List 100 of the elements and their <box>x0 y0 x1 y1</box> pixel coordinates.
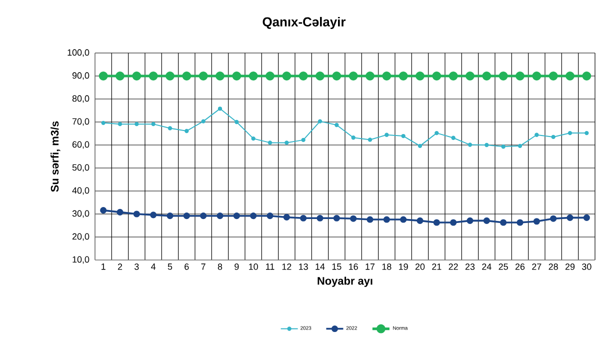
x-tick-label: 5 <box>168 264 172 270</box>
x-tick-label: 2 <box>118 264 122 270</box>
point <box>482 72 492 80</box>
y-tick-label: 80,0 <box>72 95 90 103</box>
point <box>432 72 442 80</box>
x-tick-label: 4 <box>151 264 156 270</box>
point <box>183 212 190 220</box>
point <box>118 122 122 126</box>
point <box>366 216 374 223</box>
y-tick-label: 40,0 <box>72 187 90 195</box>
point <box>568 130 572 136</box>
x-tick-label: 22 <box>448 264 458 270</box>
point <box>534 132 539 137</box>
point <box>232 72 242 80</box>
point <box>516 72 524 80</box>
point <box>548 72 558 80</box>
y-tick-label: 50,0 <box>72 164 90 172</box>
x-tick-label: 25 <box>498 264 508 270</box>
x-tick-label: 12 <box>282 264 292 270</box>
point <box>116 208 124 216</box>
point <box>451 136 456 140</box>
x-tick-label: 13 <box>299 264 308 270</box>
point <box>216 72 224 80</box>
point <box>416 72 424 80</box>
x-axis-title: Noyabr ayı <box>318 276 372 287</box>
point <box>334 122 339 128</box>
point <box>318 119 322 124</box>
point <box>533 218 540 225</box>
x-tick-label: 26 <box>515 264 525 270</box>
x-tick-label: 23 <box>465 264 475 270</box>
point <box>250 212 257 220</box>
point <box>383 216 390 223</box>
y-tick-label: 10,0 <box>72 256 90 264</box>
point <box>448 72 458 80</box>
point <box>148 72 158 80</box>
point <box>351 136 356 140</box>
x-tick-label: 7 <box>201 264 206 270</box>
x-tick-label: 17 <box>366 264 375 270</box>
point <box>198 72 208 80</box>
point <box>266 212 274 220</box>
point <box>300 214 307 222</box>
point <box>316 214 324 222</box>
point <box>566 72 574 80</box>
x-tick-label: 14 <box>316 264 325 270</box>
point <box>100 207 107 214</box>
x-tick-label: 9 <box>234 264 239 270</box>
y-tick-label: 90,0 <box>72 72 90 80</box>
point <box>233 212 240 220</box>
point <box>133 210 140 218</box>
point <box>466 72 474 80</box>
point <box>484 142 489 148</box>
point <box>268 140 272 145</box>
point <box>450 219 457 226</box>
x-tick-label: 29 <box>565 264 575 270</box>
point <box>368 138 372 142</box>
point <box>333 214 340 222</box>
point <box>398 72 408 80</box>
point <box>483 217 490 224</box>
point <box>283 214 290 221</box>
point <box>284 140 289 145</box>
point <box>150 212 157 218</box>
x-tick-label: 28 <box>548 264 558 270</box>
point <box>433 219 440 226</box>
point <box>182 72 192 80</box>
x-tick-label: 10 <box>249 264 258 270</box>
x-tick-label: 3 <box>134 264 139 270</box>
x-tick-label: 11 <box>266 264 274 270</box>
point <box>382 72 392 80</box>
x-tick-label: 1 <box>102 264 106 270</box>
x-tick-label: 21 <box>432 264 442 270</box>
x-tick-label: 15 <box>332 264 342 270</box>
point <box>184 128 189 134</box>
x-tick-label: 19 <box>399 264 408 270</box>
x-tick-label: 18 <box>382 264 392 270</box>
x-tick-label: 24 <box>482 264 492 270</box>
point <box>516 219 524 226</box>
point <box>151 122 156 126</box>
y-tick-label: 20,0 <box>72 233 90 241</box>
x-tick-label: 8 <box>218 264 222 270</box>
x-tick-label: 30 <box>582 264 592 270</box>
point <box>366 72 374 80</box>
point <box>566 214 574 221</box>
point <box>132 72 142 80</box>
point <box>301 138 306 142</box>
point <box>466 217 474 224</box>
point <box>400 216 407 223</box>
point <box>518 144 522 148</box>
point <box>248 72 258 80</box>
point <box>201 119 206 124</box>
y-axis-title: Su sərfi, m3/s <box>50 121 60 192</box>
point <box>282 72 292 80</box>
point <box>234 120 239 124</box>
point <box>468 142 472 147</box>
y-tick-label: 30,0 <box>72 210 90 218</box>
y-tick-label: 100,0 <box>68 49 90 57</box>
point <box>348 72 358 80</box>
point <box>332 72 342 80</box>
point <box>401 134 406 138</box>
point <box>550 215 557 222</box>
chart-title: Qanıx-Cəlayir <box>262 16 346 30</box>
